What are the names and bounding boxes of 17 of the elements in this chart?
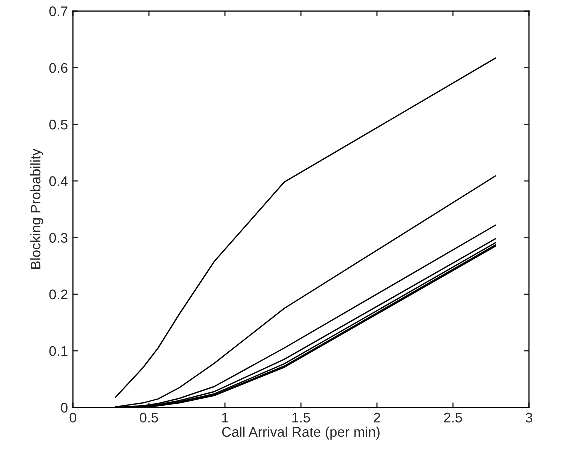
y-tick-label: 0.4 (50, 176, 68, 186)
x-tick-label: 2.5 (444, 412, 462, 423)
x-tick-label: 0.5 (140, 412, 158, 423)
y-tick-label: 0.1 (50, 346, 68, 356)
y-tick-label: 0.3 (50, 233, 68, 243)
y-axis-title: Blocking Probability (30, 148, 44, 269)
y-tick-label: 0.7 (50, 6, 68, 16)
y-tick-label: 0.2 (50, 290, 68, 300)
x-tick-label: 2 (374, 412, 380, 423)
y-tick-label: 0 (61, 403, 68, 413)
x-tick-label: 1 (222, 413, 228, 423)
y-tick-label: 0.5 (50, 120, 68, 130)
y-tick-label: 0.6 (50, 63, 68, 74)
x-tick-label: 0 (70, 412, 77, 423)
x-axis-title: Call Arrival Rate (per min) (222, 426, 380, 440)
x-tick-label: 3 (526, 412, 532, 423)
x-tick-label: 1.5 (292, 413, 310, 423)
